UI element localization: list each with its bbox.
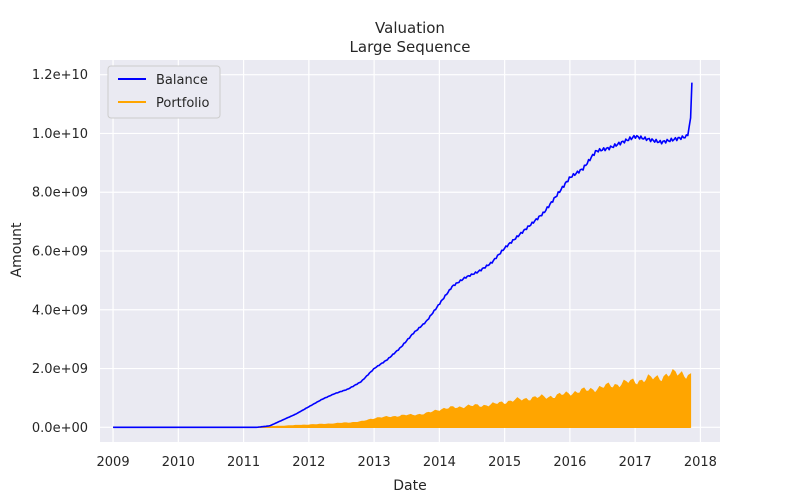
series-balance-line bbox=[113, 82, 693, 429]
y-tick-label: 2.0e+09 bbox=[32, 362, 88, 377]
x-tick-label: 2010 bbox=[162, 455, 195, 470]
x-tick-label: 2016 bbox=[553, 455, 586, 470]
x-axis-label: Date bbox=[393, 478, 426, 494]
y-tick-label: 8.0e+09 bbox=[32, 186, 88, 201]
ticks: 2009 2010 2011 2012 2013 2014 2015 2016 2017 2018… bbox=[32, 68, 717, 470]
y-axis-label: Amount bbox=[9, 222, 25, 278]
x-tick-label: 2011 bbox=[227, 455, 260, 470]
y-tick-label: 4.0e+09 bbox=[32, 303, 88, 318]
legend-label-balance: Balance bbox=[156, 73, 208, 88]
x-tick-label: 2014 bbox=[423, 455, 456, 470]
x-tick-label: 2018 bbox=[684, 455, 717, 470]
y-tick-label: 6.0e+09 bbox=[32, 245, 88, 260]
chart-subtitle: Large Sequence bbox=[350, 38, 471, 56]
y-tick-label: 1.2e+10 bbox=[32, 68, 88, 83]
y-tick-label: 1.0e+10 bbox=[32, 127, 88, 142]
legend-label-portfolio: Portfolio bbox=[156, 96, 210, 111]
x-tick-label: 2015 bbox=[488, 455, 521, 470]
x-tick-label: 2017 bbox=[619, 455, 652, 470]
chart-title: Valuation bbox=[375, 19, 445, 37]
series-layer bbox=[113, 82, 693, 429]
x-tick-label: 2009 bbox=[97, 455, 130, 470]
x-tick-label: 2013 bbox=[358, 455, 391, 470]
x-tick-label: 2012 bbox=[292, 455, 325, 470]
y-tick-label: 0.0e+00 bbox=[32, 421, 88, 436]
legend: Balance Portfolio bbox=[107, 65, 221, 119]
